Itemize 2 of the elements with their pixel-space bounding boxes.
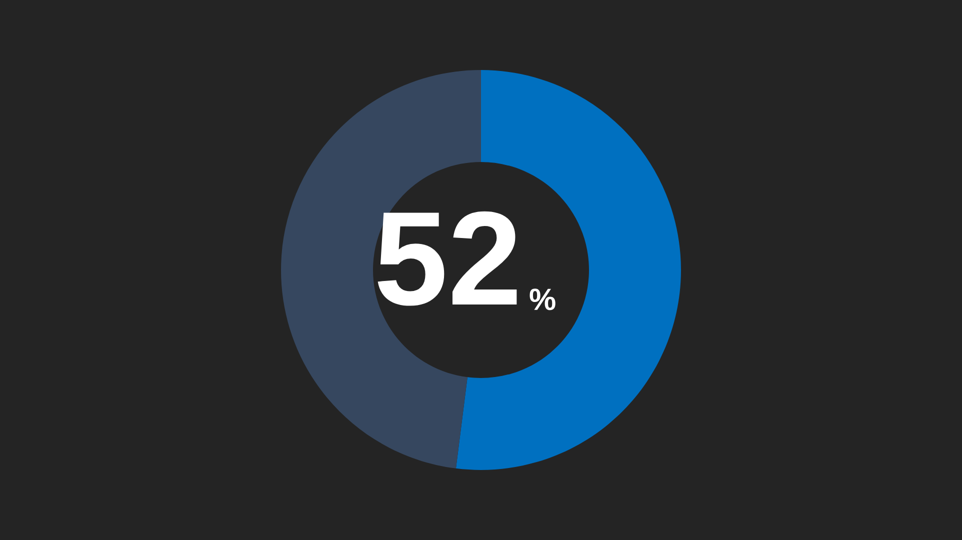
text: %: [530, 288, 556, 310]
text: 52: [378, 211, 517, 306]
